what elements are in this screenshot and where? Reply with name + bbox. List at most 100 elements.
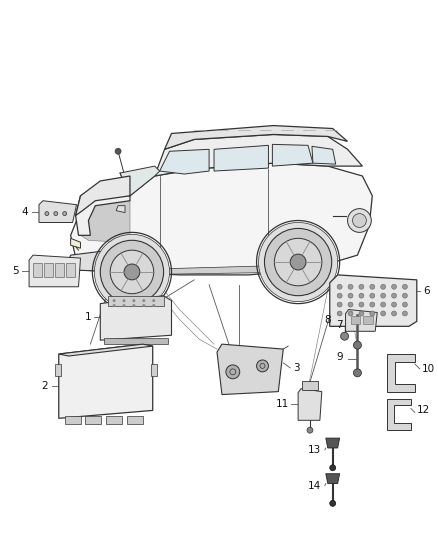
Circle shape — [370, 293, 375, 298]
Polygon shape — [326, 474, 339, 483]
Circle shape — [123, 304, 126, 307]
Circle shape — [381, 302, 385, 307]
Circle shape — [226, 365, 240, 379]
Circle shape — [337, 302, 342, 307]
Circle shape — [152, 304, 155, 307]
Circle shape — [381, 284, 385, 289]
Text: 13: 13 — [308, 445, 321, 455]
Text: 14: 14 — [308, 481, 321, 490]
Circle shape — [359, 284, 364, 289]
Circle shape — [124, 264, 140, 280]
Circle shape — [307, 427, 313, 433]
Circle shape — [274, 238, 322, 286]
Circle shape — [359, 293, 364, 298]
Polygon shape — [214, 146, 268, 171]
Polygon shape — [326, 438, 339, 448]
Circle shape — [113, 304, 116, 307]
Circle shape — [290, 254, 306, 270]
Circle shape — [403, 284, 407, 289]
Text: 1: 1 — [85, 312, 92, 322]
Circle shape — [113, 299, 116, 302]
Bar — [55, 364, 61, 376]
Polygon shape — [312, 147, 336, 164]
Polygon shape — [346, 310, 377, 332]
Text: 2: 2 — [42, 381, 48, 391]
Polygon shape — [120, 166, 159, 196]
Polygon shape — [217, 344, 283, 394]
Bar — [106, 416, 122, 424]
Circle shape — [258, 222, 338, 302]
Polygon shape — [298, 389, 322, 421]
Circle shape — [348, 302, 353, 307]
Bar — [55, 263, 64, 277]
Circle shape — [353, 214, 366, 228]
Bar — [104, 338, 168, 344]
Text: 10: 10 — [422, 364, 435, 374]
Circle shape — [370, 311, 375, 316]
Circle shape — [337, 293, 342, 298]
Circle shape — [348, 284, 353, 289]
Circle shape — [110, 250, 154, 294]
Polygon shape — [39, 201, 77, 222]
Circle shape — [403, 311, 407, 316]
Text: 6: 6 — [424, 286, 430, 296]
Bar — [33, 263, 42, 277]
Circle shape — [257, 360, 268, 372]
Bar — [302, 381, 318, 390]
Circle shape — [348, 311, 353, 316]
Polygon shape — [159, 149, 209, 174]
Polygon shape — [69, 250, 130, 272]
Bar — [108, 296, 163, 305]
Bar — [65, 416, 81, 424]
Circle shape — [370, 284, 375, 289]
Circle shape — [54, 212, 58, 215]
Bar — [350, 317, 360, 325]
Circle shape — [359, 311, 364, 316]
Circle shape — [152, 299, 155, 302]
Circle shape — [348, 208, 371, 232]
Circle shape — [45, 212, 49, 215]
Polygon shape — [330, 275, 417, 326]
Polygon shape — [76, 196, 130, 236]
Circle shape — [370, 302, 375, 307]
Polygon shape — [272, 144, 313, 166]
Polygon shape — [81, 201, 130, 243]
Circle shape — [353, 369, 361, 377]
Bar — [85, 416, 101, 424]
Circle shape — [348, 293, 353, 298]
Circle shape — [132, 304, 135, 307]
Bar — [151, 364, 157, 376]
Circle shape — [381, 311, 385, 316]
Circle shape — [142, 299, 145, 302]
Circle shape — [403, 302, 407, 307]
Circle shape — [353, 341, 361, 349]
Circle shape — [330, 465, 336, 471]
Circle shape — [341, 332, 349, 340]
Polygon shape — [59, 344, 153, 356]
Text: 11: 11 — [276, 399, 289, 409]
Polygon shape — [71, 238, 81, 248]
Text: 8: 8 — [325, 316, 331, 326]
Text: 5: 5 — [12, 266, 18, 276]
Polygon shape — [100, 296, 172, 340]
Circle shape — [265, 229, 332, 296]
Polygon shape — [165, 126, 348, 149]
Polygon shape — [76, 176, 130, 215]
Circle shape — [337, 311, 342, 316]
Circle shape — [359, 302, 364, 307]
Polygon shape — [155, 134, 362, 176]
Circle shape — [403, 293, 407, 298]
Bar — [127, 416, 143, 424]
Circle shape — [337, 284, 342, 289]
Polygon shape — [387, 354, 415, 392]
Circle shape — [142, 304, 145, 307]
Circle shape — [392, 284, 396, 289]
Text: 4: 4 — [22, 207, 28, 216]
Text: 9: 9 — [336, 352, 343, 362]
Circle shape — [330, 500, 336, 506]
Circle shape — [63, 212, 67, 215]
Polygon shape — [71, 163, 372, 275]
Polygon shape — [59, 344, 153, 418]
Polygon shape — [120, 265, 308, 275]
Bar — [44, 263, 53, 277]
